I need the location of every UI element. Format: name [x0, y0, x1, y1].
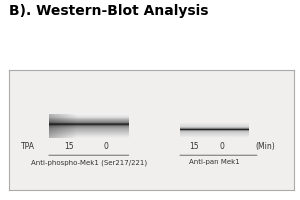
Text: 15: 15	[64, 142, 74, 151]
Text: 15: 15	[189, 142, 199, 151]
Text: TPA: TPA	[20, 142, 34, 151]
Text: (Min): (Min)	[256, 142, 275, 151]
Text: B). Western-Blot Analysis: B). Western-Blot Analysis	[9, 4, 208, 18]
Text: Anti-pan Mek1: Anti-pan Mek1	[189, 159, 240, 165]
Text: Anti-phospho-Mek1 (Ser217/221): Anti-phospho-Mek1 (Ser217/221)	[31, 159, 147, 166]
Text: 0: 0	[104, 142, 109, 151]
Text: 0: 0	[220, 142, 225, 151]
